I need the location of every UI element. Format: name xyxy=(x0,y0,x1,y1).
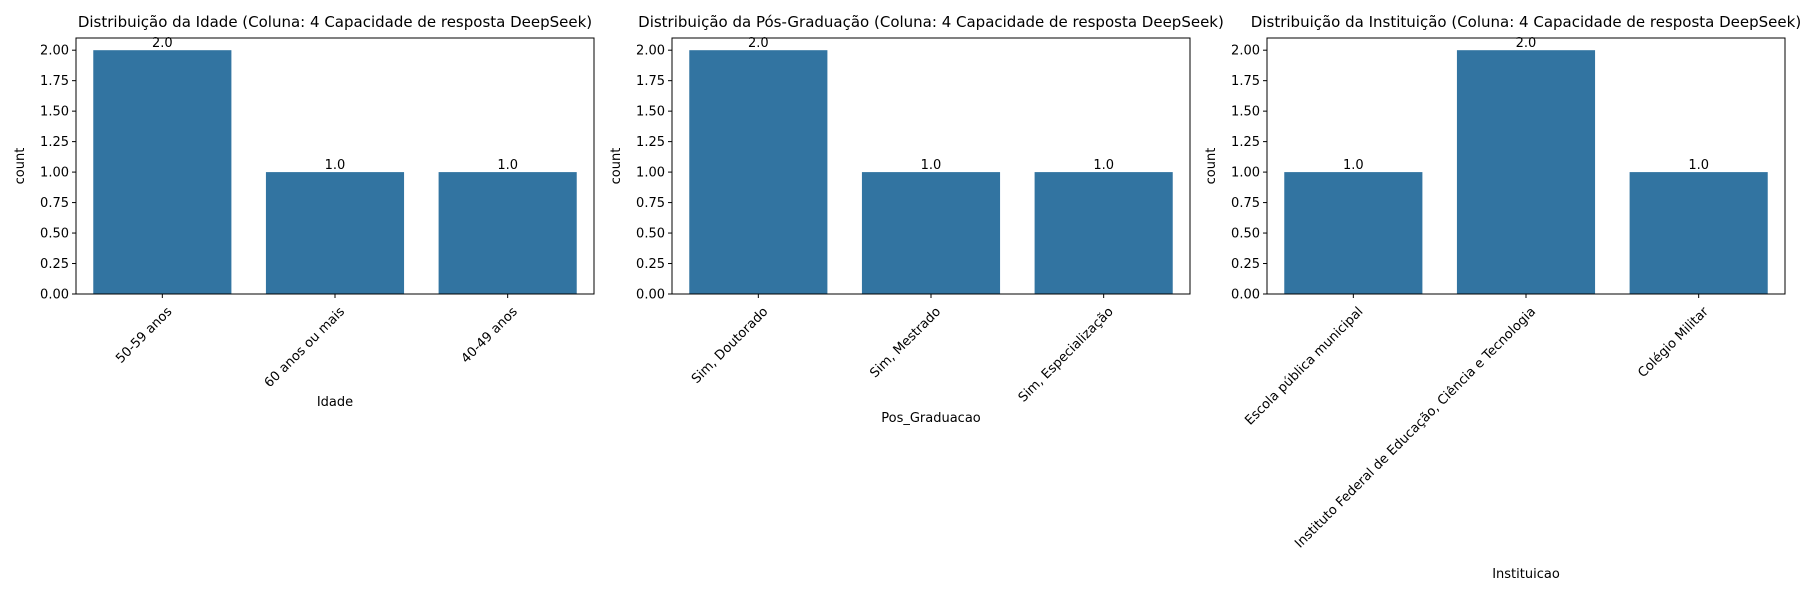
y-tick-label: 0.25 xyxy=(40,257,69,272)
bar-value-label: 2.0 xyxy=(748,36,769,51)
bar-value-label: 1.0 xyxy=(1688,158,1709,173)
bar xyxy=(861,172,1001,294)
y-tick-label: 0.25 xyxy=(1231,257,1260,272)
y-tick-label: 0.50 xyxy=(1231,227,1260,242)
y-tick-label: 1.75 xyxy=(636,74,665,89)
chart-title: Distribuição da Idade (Coluna: 4 Capacid… xyxy=(78,13,592,31)
y-tick-label: 1.00 xyxy=(636,166,665,181)
bar-value-label: 1.0 xyxy=(497,158,518,173)
x-tick-label: Sim, Especialização xyxy=(1016,304,1117,405)
bar xyxy=(1284,172,1423,294)
x-tick-label: Colégio Militar xyxy=(1635,304,1712,381)
bar-value-label: 1.0 xyxy=(325,158,346,173)
y-tick-label: 0.00 xyxy=(40,288,69,303)
y-tick-label: 1.00 xyxy=(1231,166,1260,181)
y-tick-label: 0.75 xyxy=(40,196,69,211)
y-tick-label: 0.00 xyxy=(636,288,665,303)
chart-title: Distribuição da Pós-Graduação (Coluna: 4… xyxy=(638,13,1224,31)
y-tick-label: 0.00 xyxy=(1231,288,1260,303)
y-tick-label: 1.25 xyxy=(40,135,69,150)
y-tick-label: 0.75 xyxy=(1231,196,1260,211)
y-tick-label: 2.00 xyxy=(636,44,665,59)
bar-value-label: 1.0 xyxy=(921,158,942,173)
x-axis-label: Pos_Graduacao xyxy=(881,411,981,426)
y-tick-label: 1.50 xyxy=(1231,105,1260,120)
x-tick-label: Sim, Mestrado xyxy=(867,304,944,381)
y-tick-label: 1.25 xyxy=(1231,135,1260,150)
x-tick-label: Sim, Doutorado xyxy=(689,304,771,386)
x-tick-label: 60 anos ou mais xyxy=(262,304,348,390)
y-tick-label: 1.25 xyxy=(636,135,665,150)
bar xyxy=(1034,172,1173,294)
y-tick-label: 1.00 xyxy=(40,166,69,181)
x-axis-label: Idade xyxy=(317,395,353,410)
x-tick-label: 50-59 anos xyxy=(113,304,175,366)
y-tick-label: 0.50 xyxy=(40,227,69,242)
y-tick-label: 2.00 xyxy=(1231,44,1260,59)
y-axis-label: count xyxy=(1204,148,1219,185)
x-tick-label: 40-49 anos xyxy=(459,304,521,366)
bar xyxy=(265,172,405,294)
x-axis-label: Instituicao xyxy=(1492,567,1560,582)
bar-value-label: 2.0 xyxy=(1516,36,1537,51)
y-tick-label: 2.00 xyxy=(40,44,69,59)
bar xyxy=(1456,50,1596,294)
bar-value-label: 2.0 xyxy=(152,36,173,51)
y-axis-label: count xyxy=(13,148,28,185)
y-tick-label: 0.75 xyxy=(636,196,665,211)
bar xyxy=(1629,172,1768,294)
bar-value-label: 1.0 xyxy=(1093,158,1114,173)
bar xyxy=(93,50,232,294)
y-axis-label: count xyxy=(609,148,624,185)
y-tick-label: 0.25 xyxy=(636,257,665,272)
bar xyxy=(438,172,577,294)
y-tick-label: 1.75 xyxy=(40,74,69,89)
bar-value-label: 1.0 xyxy=(1343,158,1364,173)
x-tick-label: Escola pública municipal xyxy=(1242,304,1366,428)
bar xyxy=(689,50,828,294)
y-tick-label: 0.50 xyxy=(636,227,665,242)
y-tick-label: 1.75 xyxy=(1231,74,1260,89)
y-tick-label: 1.50 xyxy=(636,105,665,120)
chart-title: Distribuição da Instituição (Coluna: 4 C… xyxy=(1251,13,1800,31)
y-tick-label: 1.50 xyxy=(40,105,69,120)
